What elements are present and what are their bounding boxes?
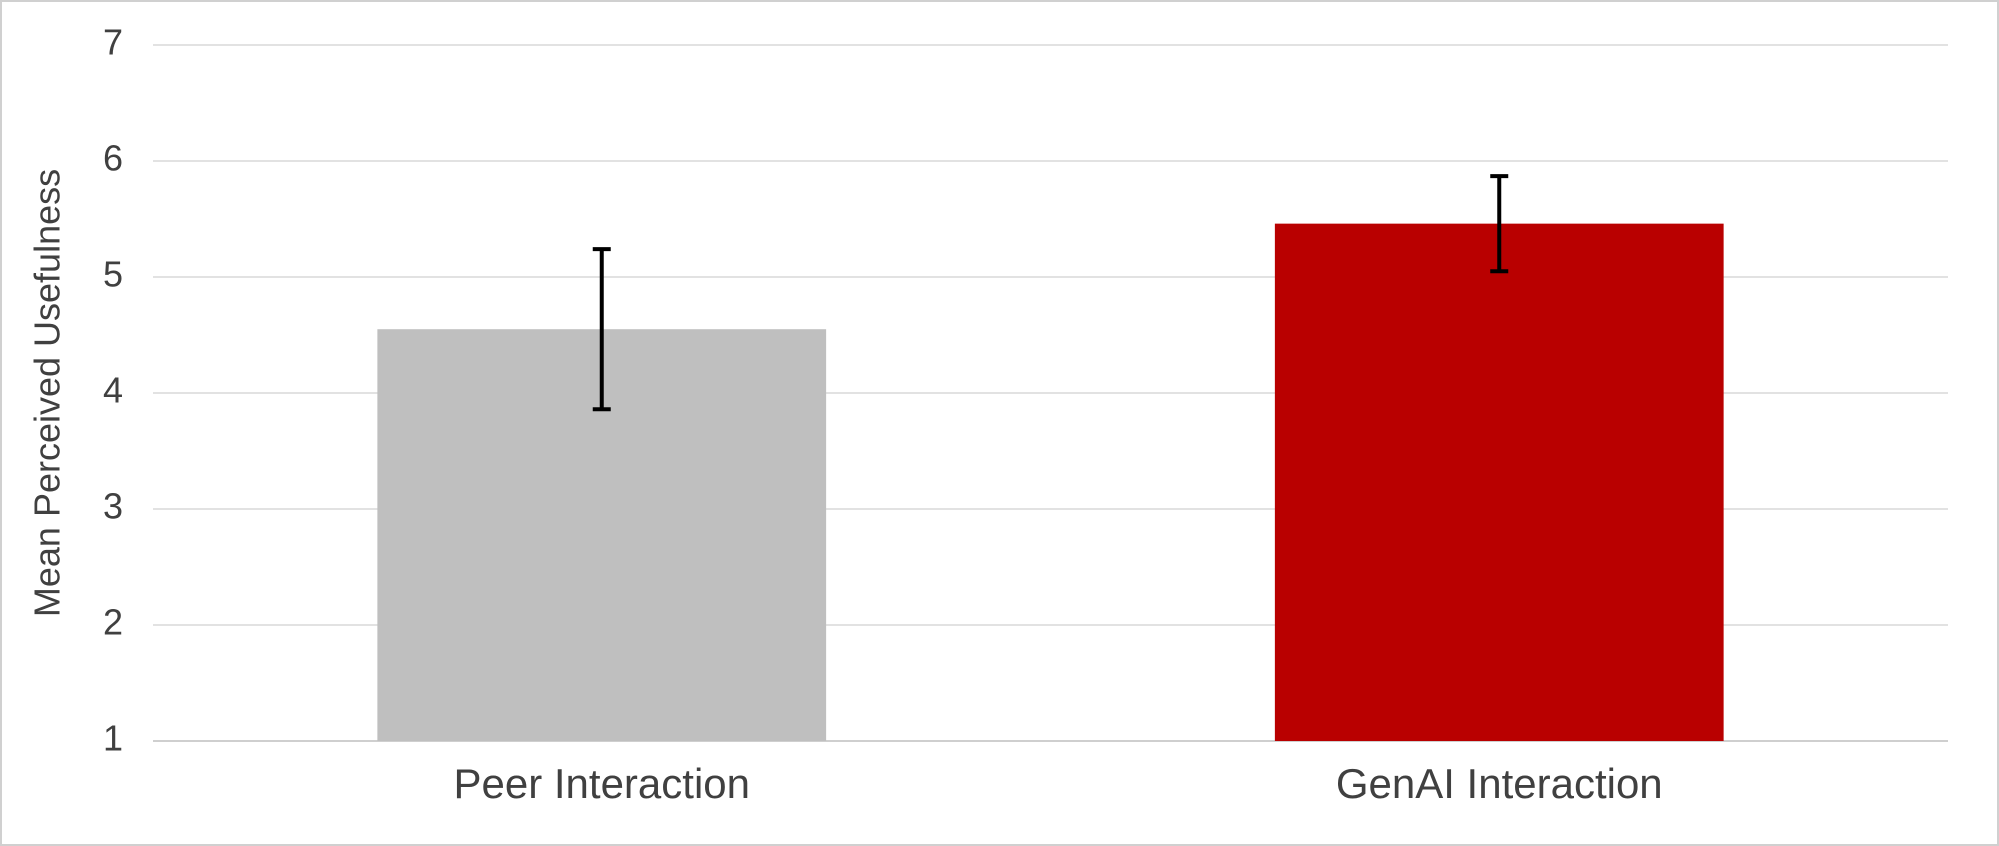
x-tick-label: GenAI Interaction [1336,760,1663,807]
y-tick-label: 1 [103,718,123,759]
y-tick-label: 2 [103,602,123,643]
y-tick-label: 7 [103,22,123,63]
y-tick-label: 4 [103,370,123,411]
y-tick-label: 3 [103,486,123,527]
y-tick-label: 5 [103,254,123,295]
bar [1274,223,1724,741]
x-tick-label: Peer Interaction [453,760,750,807]
y-axis-label: Mean Perceived Usefulness [27,169,68,617]
y-tick-label: 6 [103,138,123,179]
